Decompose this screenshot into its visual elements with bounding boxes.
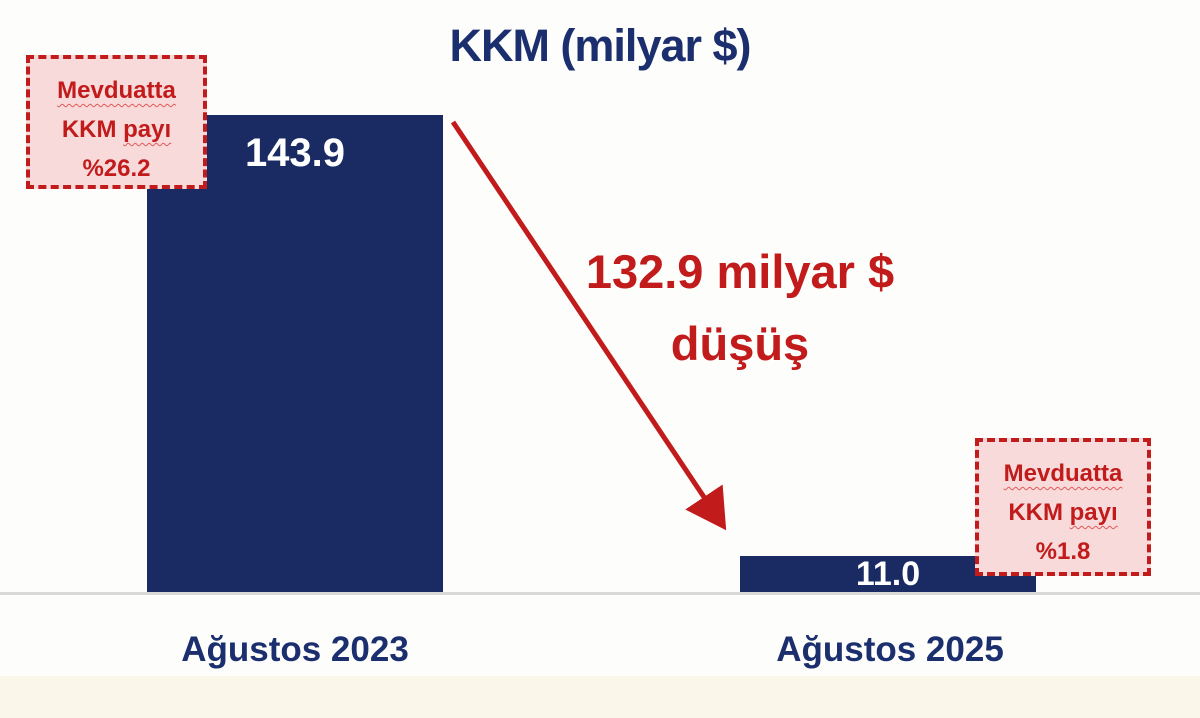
callout-line1: Mevduatta [979, 454, 1147, 493]
axis-baseline [0, 592, 1200, 595]
drop-annotation: 132.9 milyar $ düşüş [530, 236, 950, 380]
callout-word-mevduatta: Mevduatta [57, 77, 176, 104]
callout-kkm-share-2025: Mevduatta KKM payı %1.8 [975, 438, 1151, 576]
bar-value-label: 11.0 [855, 555, 921, 593]
x-label-august-2023: Ağustos 2023 [181, 630, 409, 669]
drop-annotation-line2: düşüş [670, 317, 810, 370]
bar-august-2023: 143.9 [147, 115, 443, 593]
callout-percentage: %1.8 [1035, 538, 1091, 565]
callout-line1: Mevduatta [30, 71, 203, 110]
callout-line2: KKM payı [30, 110, 203, 149]
callout-word-kkm: KKM [1008, 499, 1063, 526]
x-label-august-2025: Ağustos 2025 [776, 630, 1004, 669]
callout-percentage: %26.2 [82, 155, 151, 182]
callout-word-payi: payı [123, 116, 172, 143]
callout-word-kkm: KKM [61, 116, 117, 143]
bottom-band [0, 676, 1200, 718]
callout-word-payi: payı [1069, 499, 1118, 526]
chart-title: KKM (milyar $) [449, 20, 751, 71]
drop-annotation-line1: 132.9 milyar $ [585, 245, 895, 298]
callout-word-mevduatta: Mevduatta [1003, 460, 1123, 487]
callout-kkm-share-2023: Mevduatta KKM payı %26.2 [26, 55, 207, 189]
bar-value-label: 143.9 [244, 131, 346, 175]
callout-line2: KKM payı [979, 493, 1147, 532]
